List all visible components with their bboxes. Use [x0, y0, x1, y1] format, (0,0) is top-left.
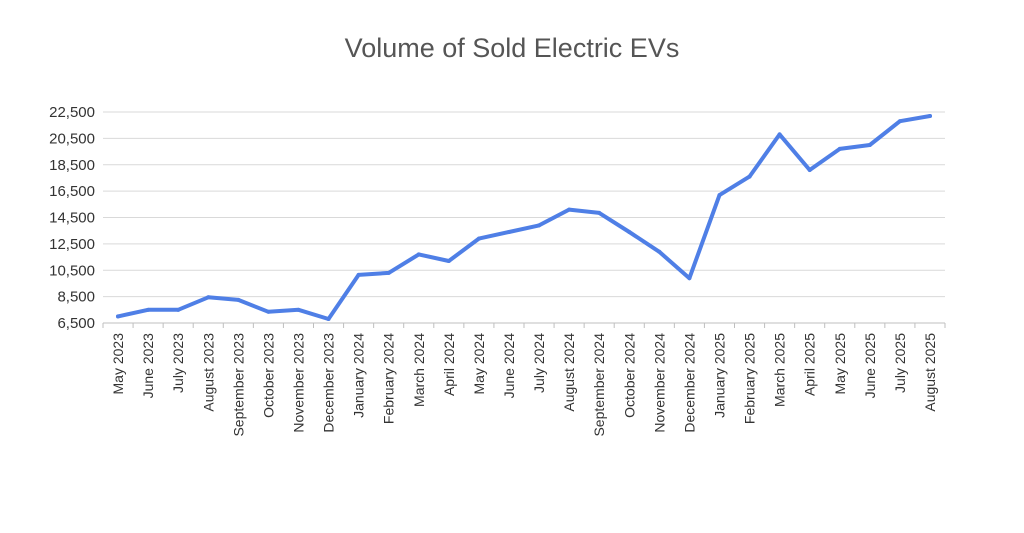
x-tick-label: June 2024	[501, 333, 517, 399]
data-point	[116, 314, 121, 319]
chart-title: Volume of Sold Electric EVs	[344, 33, 680, 63]
x-tick-label: November 2024	[651, 333, 667, 433]
series-layer	[116, 113, 932, 322]
data-point	[266, 309, 271, 314]
x-tick-label: May 2023	[110, 333, 126, 395]
data-point	[897, 119, 902, 124]
data-point	[146, 307, 151, 312]
data-point	[296, 307, 301, 312]
x-tick-label: July 2023	[170, 333, 186, 393]
y-tick-label: 20,500	[49, 130, 95, 147]
data-point	[476, 236, 481, 241]
data-point	[867, 142, 872, 147]
x-tick-label: September 2023	[230, 333, 246, 437]
x-tick-label: June 2025	[862, 333, 878, 399]
x-tick-label: April 2024	[441, 333, 457, 396]
x-axis-ticks: May 2023 June 2023 July 2023 August 2023 Sep…	[110, 333, 938, 437]
x-tick-label: February 2025	[742, 333, 758, 424]
data-point	[567, 207, 572, 212]
y-tick-label: 18,500	[49, 157, 95, 174]
data-point	[236, 297, 241, 302]
data-point	[356, 272, 361, 277]
x-tick-label: February 2024	[381, 333, 397, 424]
x-tick-label: July 2024	[531, 333, 547, 393]
x-tick-label: May 2024	[471, 333, 487, 395]
x-tick-label: March 2025	[772, 333, 788, 407]
x-tick-label: August 2023	[200, 333, 216, 412]
data-point	[807, 168, 812, 173]
data-point	[747, 174, 752, 179]
x-tick-label: July 2025	[892, 333, 908, 393]
x-tick-label: January 2024	[351, 333, 367, 418]
x-tick-label: August 2024	[561, 333, 577, 412]
x-tick-label: October 2023	[260, 333, 276, 418]
data-point	[176, 307, 181, 312]
y-tick-label: 8,500	[57, 289, 95, 306]
series-line	[116, 114, 932, 321]
data-point	[597, 210, 602, 215]
x-tick-label: December 2023	[321, 333, 337, 433]
x-tick-label: January 2025	[711, 333, 727, 418]
data-point	[386, 270, 391, 275]
x-axis	[102, 322, 946, 328]
data-point	[717, 193, 722, 198]
y-tick-label: 12,500	[49, 236, 95, 253]
data-point	[687, 276, 692, 281]
x-tick-label: November 2023	[290, 333, 306, 433]
data-point	[657, 249, 662, 254]
data-point	[506, 230, 511, 235]
data-point	[777, 132, 782, 137]
gridlines	[103, 111, 945, 298]
y-axis-ticks: 6,500 8,500 10,500 12,500 14,500 16,500 18,500…	[49, 104, 95, 332]
data-point	[416, 252, 421, 257]
y-tick-label: 6,500	[57, 315, 95, 332]
x-tick-label: March 2024	[411, 333, 427, 407]
y-tick-label: 10,500	[49, 262, 95, 279]
data-point	[927, 113, 932, 118]
x-tick-label: June 2023	[140, 333, 156, 399]
data-point	[206, 295, 211, 300]
x-tick-label: April 2025	[802, 333, 818, 396]
data-point	[627, 230, 632, 235]
data-point	[446, 259, 451, 264]
y-tick-label: 22,500	[49, 104, 95, 121]
y-tick-label: 14,500	[49, 210, 95, 227]
x-tick-label: September 2024	[591, 333, 607, 437]
x-tick-label: August 2025	[922, 333, 938, 412]
x-tick-label: May 2025	[832, 333, 848, 395]
x-tick-label: December 2024	[681, 333, 697, 433]
data-point	[537, 223, 542, 228]
data-point	[837, 146, 842, 151]
x-tick-label: October 2024	[621, 333, 637, 418]
y-tick-label: 16,500	[49, 183, 95, 200]
data-point	[326, 317, 331, 322]
